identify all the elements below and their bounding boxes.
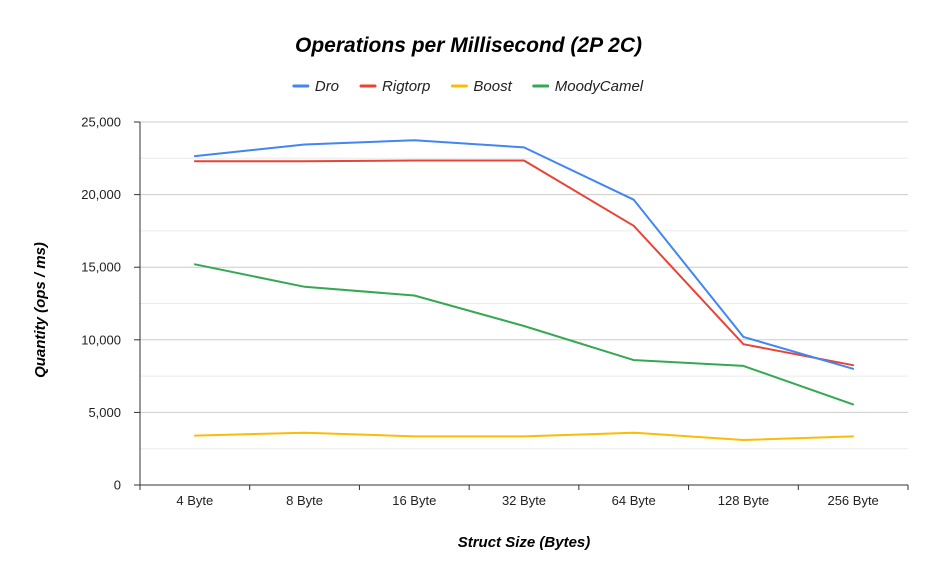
x-axis-title: Struct Size (Bytes) [458, 534, 591, 551]
axes [139, 122, 908, 486]
y-tick-label: 10,000 [81, 332, 121, 347]
y-tick-label: 5,000 [88, 405, 121, 420]
series-line-dro [193, 139, 855, 370]
y-tick-label: 20,000 [81, 187, 121, 202]
x-tick-label: 8 Byte [286, 493, 323, 508]
y-tick-label: 25,000 [81, 115, 121, 130]
series-line-moodycamel [193, 263, 855, 406]
series-lines [193, 139, 855, 441]
chart-title: Operations per Millisecond (2P 2C) [295, 34, 642, 57]
x-axis-ticks: 4 Byte 8 Byte 16 Byte 32 Byte 64 Byte 128 Byt… [139, 485, 909, 508]
series-line-boost [193, 431, 855, 441]
y-axis-title: Quantity (ops / ms) [32, 242, 49, 378]
y-tick-label: 15,000 [81, 260, 121, 275]
legend-label: Boost [473, 78, 512, 95]
legend-item-moodycamel: MoodyCamel [532, 78, 644, 95]
legend-item-rigtorp: Rigtorp [359, 78, 430, 95]
series-line-rigtorp [193, 159, 855, 367]
x-tick-label: 16 Byte [392, 493, 436, 508]
legend-item-dro: Dro [292, 78, 339, 95]
y-axis-ticks: 0 5,000 10,000 15,000 20,000 25,000 [81, 115, 140, 493]
legend-item-boost: Boost [450, 78, 513, 95]
x-tick-label: 256 Byte [827, 493, 878, 508]
legend-label: MoodyCamel [555, 78, 644, 95]
legend-label: Dro [315, 78, 339, 95]
x-tick-label: 128 Byte [718, 493, 769, 508]
gridlines [140, 121, 908, 450]
legend: Dro Rigtorp Boost MoodyCamel [292, 78, 644, 95]
x-tick-label: 32 Byte [502, 493, 546, 508]
x-tick-label: 4 Byte [176, 493, 213, 508]
legend-label: Rigtorp [382, 78, 430, 95]
x-tick-label: 64 Byte [612, 493, 656, 508]
y-tick-label: 0 [114, 478, 121, 493]
